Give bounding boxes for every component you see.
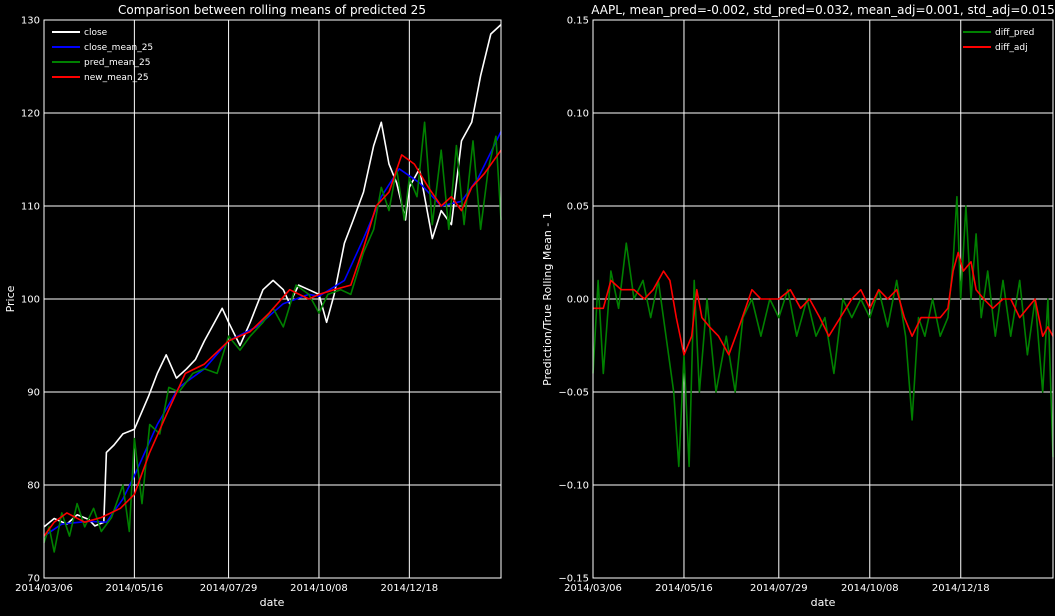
left-chart-frame	[43, 19, 502, 579]
x-tick-label: 2014/03/06	[564, 583, 622, 594]
y-tick-label: 120	[21, 109, 40, 120]
right-chart-title: AAPL, mean_pred=-0.002, std_pred=0.032, …	[591, 3, 1055, 17]
y-tick-label: 130	[21, 16, 40, 27]
right-chart: AAPL, mean_pred=-0.002, std_pred=0.032, …	[541, 3, 1055, 609]
right-chart-y-ticks: −0.15 −0.10 −0.05 0.00 0.05 0.10 0.15	[558, 16, 589, 585]
y-tick-label: 0.10	[567, 109, 589, 120]
x-tick-label: 2014/05/16	[655, 583, 713, 594]
y-tick-label: −0.15	[558, 574, 589, 585]
left-chart-x-label: date	[260, 596, 285, 609]
series-line-close	[43, 24, 502, 528]
series-line-diff-pred	[592, 195, 1054, 468]
left-chart-legend: close close_mean_25 pred_mean_25 new_mean_2…	[52, 28, 153, 83]
legend-label: close	[84, 28, 108, 38]
x-tick-label: 2014/12/18	[932, 583, 990, 594]
x-tick-label: 2014/07/29	[750, 583, 808, 594]
x-tick-label: 2014/03/06	[15, 583, 73, 594]
series-line-new-mean-25	[43, 149, 502, 537]
left-chart: Comparison between rolling means of pred…	[4, 3, 502, 609]
series-line-close-mean-25	[43, 131, 502, 537]
y-tick-label: 0.05	[567, 202, 589, 213]
y-tick-label: −0.05	[558, 388, 589, 399]
left-chart-grid	[43, 19, 501, 579]
left-chart-title: Comparison between rolling means of pred…	[118, 3, 426, 17]
x-tick-label: 2014/12/18	[381, 583, 439, 594]
y-tick-label: 100	[21, 295, 40, 306]
y-tick-label: 110	[21, 202, 40, 213]
y-tick-label: 90	[27, 388, 40, 399]
x-tick-label: 2014/10/08	[290, 583, 348, 594]
legend-label: pred_mean_25	[84, 58, 150, 68]
y-tick-label: 80	[27, 481, 40, 492]
left-chart-x-ticks: 2014/03/06 2014/05/16 2014/07/29 2014/10/08…	[15, 583, 438, 594]
right-chart-x-ticks: 2014/03/06 2014/05/16 2014/07/29 2014/10/08…	[564, 583, 989, 594]
left-chart-lines	[43, 24, 502, 553]
right-chart-x-label: date	[811, 596, 836, 609]
series-line-pred-mean-25	[43, 121, 502, 553]
series-line-diff-adj	[593, 251, 1054, 356]
right-chart-legend: diff_pred diff_adj	[963, 28, 1034, 53]
x-tick-label: 2014/07/29	[200, 583, 258, 594]
legend-label: close_mean_25	[84, 43, 153, 53]
x-tick-label: 2014/10/08	[841, 583, 899, 594]
legend-label: diff_adj	[995, 43, 1028, 53]
right-chart-lines	[592, 195, 1054, 468]
y-tick-label: 0.15	[567, 16, 589, 27]
left-chart-y-ticks: 70 80 90 100 110 120 130	[21, 16, 40, 585]
left-chart-y-label: Price	[4, 285, 17, 312]
legend-label: new_mean_25	[84, 73, 149, 83]
y-tick-label: 70	[27, 574, 40, 585]
legend-label: diff_pred	[995, 28, 1034, 38]
right-chart-frame	[592, 19, 1054, 579]
x-tick-label: 2014/05/16	[106, 583, 164, 594]
y-tick-label: −0.10	[558, 481, 589, 492]
right-chart-y-label: Prediction/True Rolling Mean - 1	[541, 212, 554, 386]
y-tick-label: 0.00	[567, 295, 589, 306]
